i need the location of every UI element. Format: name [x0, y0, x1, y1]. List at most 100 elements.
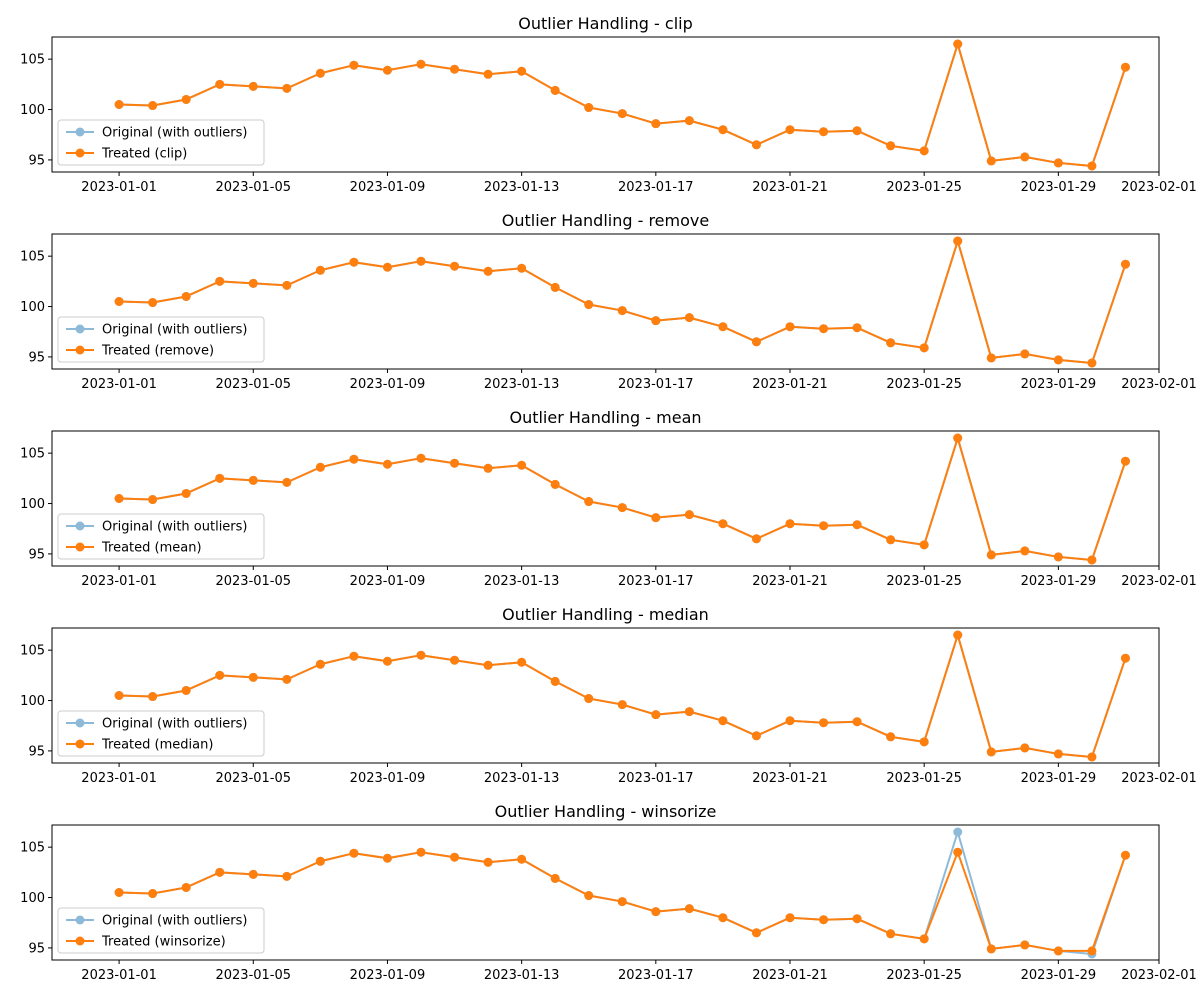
treated-point — [282, 477, 292, 487]
axes-frame — [51, 824, 1160, 961]
legend-box — [57, 907, 265, 954]
treated-point — [684, 904, 694, 914]
x-tick-label: 2023-01-17 — [618, 574, 694, 589]
treated-point — [751, 337, 761, 347]
treated-point — [215, 670, 225, 680]
treated-point — [584, 300, 594, 310]
x-tick-label: 2023-01-09 — [350, 180, 426, 195]
treated-point — [416, 650, 426, 660]
treated-point — [584, 694, 594, 704]
treated-point — [1120, 62, 1130, 72]
treated-point — [282, 83, 292, 93]
legend-label: Treated (remove) — [101, 344, 214, 359]
treated-point — [382, 853, 392, 863]
treated-point — [282, 280, 292, 290]
x-tick-label: 2023-02-01 — [1121, 180, 1197, 195]
treated-point — [1020, 940, 1030, 950]
legend-swatch-marker — [75, 324, 85, 334]
legend-swatch-marker — [75, 542, 85, 552]
treated-point — [315, 856, 325, 866]
treated-series — [114, 433, 1130, 565]
treated-point — [550, 873, 560, 883]
treated-point — [382, 65, 392, 75]
treated-point — [953, 236, 963, 246]
treated-point — [852, 323, 862, 333]
legend-label: Original (with outliers) — [102, 520, 248, 535]
x-tick-label: 2023-01-13 — [484, 180, 560, 195]
axes-frame — [51, 627, 1160, 764]
treated-point — [1087, 555, 1097, 565]
y-tick-label: 100 — [20, 300, 45, 315]
treated-point — [315, 659, 325, 669]
treated-point — [416, 847, 426, 857]
treated-point — [550, 85, 560, 95]
y-tick-label: 105 — [20, 53, 45, 68]
x-tick-label: 2023-02-01 — [1121, 574, 1197, 589]
legend-swatch-treated — [66, 739, 94, 749]
legend-swatch-marker — [75, 718, 85, 728]
subplot-1: Outlier Handling - clip 95 100 105 2023-01-0… — [20, 14, 1197, 195]
treated-point — [751, 731, 761, 741]
y-tick-label: 95 — [28, 941, 45, 956]
treated-point — [1087, 946, 1097, 956]
treated-point — [1053, 552, 1063, 562]
y-tick-label: 100 — [20, 497, 45, 512]
treated-point — [684, 707, 694, 717]
treated-point — [450, 64, 460, 74]
treated-point — [718, 913, 728, 923]
treated-point — [953, 433, 963, 443]
treated-point — [953, 39, 963, 49]
axes-frame — [51, 233, 1160, 370]
treated-point — [416, 59, 426, 69]
treated-point — [349, 257, 359, 267]
treated-point — [986, 550, 996, 560]
x-tick-label: 2023-01-01 — [81, 968, 157, 983]
treated-point — [919, 934, 929, 944]
x-tick-label: 2023-01-21 — [752, 377, 828, 392]
x-tick-label: 2023-01-01 — [81, 771, 157, 786]
legend-swatch-treated — [66, 542, 94, 552]
legend-box — [57, 513, 265, 560]
x-tick-label: 2023-01-09 — [350, 377, 426, 392]
x-tick-label: 2023-01-17 — [618, 180, 694, 195]
treated-point — [181, 685, 191, 695]
x-tick-label: 2023-01-01 — [81, 180, 157, 195]
legend: Original (with outliers) Treated (median) — [57, 710, 265, 757]
y-tick-label: 105 — [20, 841, 45, 856]
x-tick-label: 2023-01-25 — [886, 574, 962, 589]
treated-point — [1020, 152, 1030, 162]
treated-point — [517, 66, 527, 76]
treated-point — [550, 676, 560, 686]
legend-swatch-marker — [75, 345, 85, 355]
legend: Original (with outliers) Treated (clip) — [57, 119, 265, 166]
treated-point — [215, 867, 225, 877]
x-tick-label: 2023-01-13 — [484, 968, 560, 983]
treated-point — [181, 488, 191, 498]
legend: Original (with outliers) Treated (remove) — [57, 316, 265, 363]
x-tick-label: 2023-01-13 — [484, 574, 560, 589]
axes-frame — [51, 430, 1160, 567]
treated-point — [651, 119, 661, 129]
treated-point — [651, 513, 661, 523]
treated-point — [550, 479, 560, 489]
treated-point — [248, 869, 258, 879]
legend-swatch-marker — [75, 739, 85, 749]
y-tick-label: 95 — [28, 744, 45, 759]
treated-point — [483, 857, 493, 867]
legend-swatch-marker — [75, 148, 85, 158]
treated-point — [382, 459, 392, 469]
treated-point — [852, 126, 862, 136]
chart-title: Outlier Handling - clip — [518, 14, 693, 33]
x-tick-label: 2023-01-21 — [752, 771, 828, 786]
treated-point — [483, 463, 493, 473]
chart-title: Outlier Handling - remove — [502, 211, 709, 230]
treated-point — [919, 540, 929, 550]
x-tick-label: 2023-01-17 — [618, 968, 694, 983]
treated-point — [282, 674, 292, 684]
x-tick-label: 2023-01-09 — [350, 968, 426, 983]
x-tick-label: 2023-01-09 — [350, 771, 426, 786]
legend-box — [57, 316, 265, 363]
x-tick-label: 2023-02-01 — [1121, 968, 1197, 983]
y-tick-label: 105 — [20, 447, 45, 462]
x-tick-label: 2023-01-05 — [215, 574, 291, 589]
